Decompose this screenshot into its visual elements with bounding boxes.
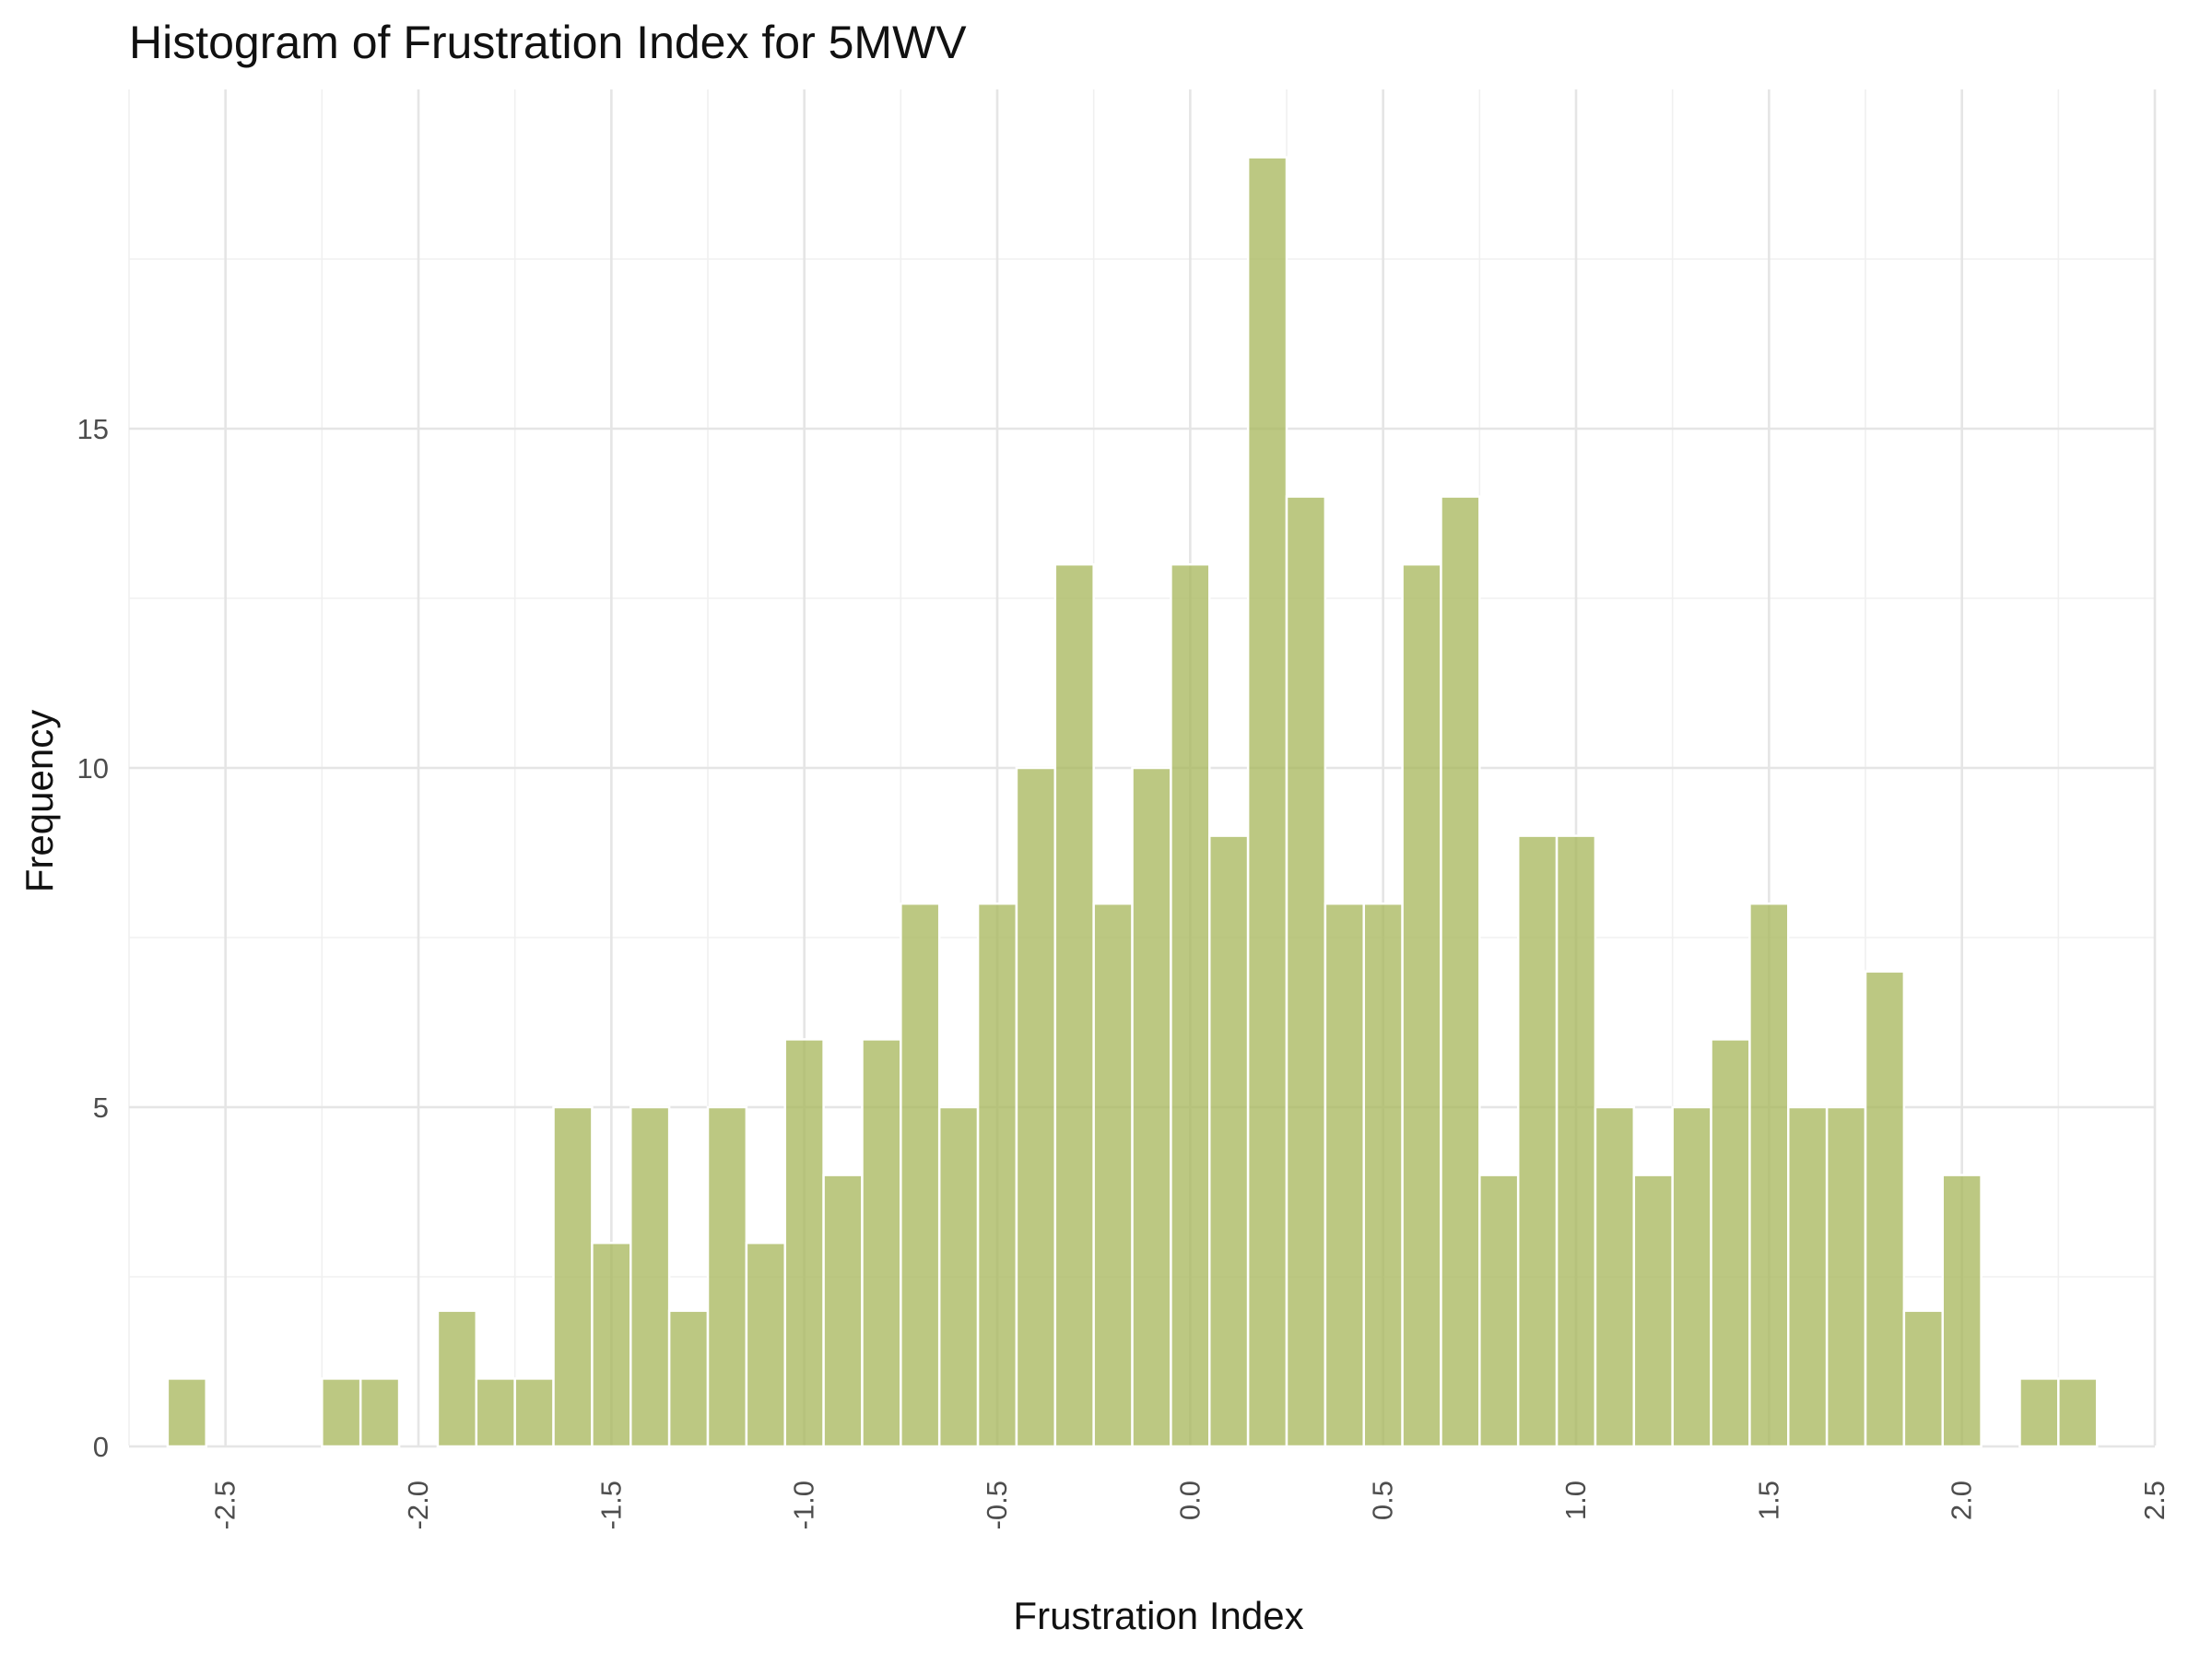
histogram-bar [1671, 1105, 1712, 1448]
histogram-bar [1362, 902, 1404, 1448]
histogram-bar [706, 1105, 748, 1448]
histogram-bar [629, 1105, 671, 1448]
histogram-bar [861, 1038, 902, 1448]
y-tick-label: 15 [77, 413, 109, 445]
histogram-bar [1401, 562, 1442, 1448]
bar-layer [166, 156, 2099, 1448]
histogram-bar [976, 902, 1018, 1448]
histogram-bar [1208, 834, 1250, 1448]
histogram-bar [436, 1309, 478, 1448]
chart-title: Histogram of Frustration Index for 5MWV [129, 17, 967, 68]
histogram-bar [1594, 1105, 1636, 1448]
histogram-bar [475, 1377, 516, 1448]
histogram-bar [1015, 766, 1057, 1448]
histogram-bar [1710, 1038, 1751, 1448]
histogram-bar [783, 1038, 825, 1448]
tick-layer: -2.5 -2.0 -1.5 -1.0 -0.5 0.0 0.5 1.0 1.5 2.0 2.5 0 5… [77, 413, 2171, 1529]
histogram-bar [1825, 1105, 1867, 1448]
histogram-bar [1246, 156, 1288, 1448]
histogram-bar [1053, 562, 1095, 1448]
histogram-bar [900, 902, 941, 1448]
histogram-bar [2018, 1377, 2060, 1448]
histogram-bar [166, 1377, 207, 1448]
histogram-bar [822, 1174, 864, 1448]
histogram-bar [1324, 902, 1365, 1448]
histogram-bar [667, 1309, 710, 1448]
y-tick-label: 5 [93, 1092, 109, 1124]
histogram-bar [1092, 902, 1134, 1448]
histogram-bar [1285, 495, 1327, 1448]
histogram-bar [937, 1105, 980, 1448]
x-axis-title: Frustration Index [1013, 1594, 1303, 1637]
histogram-bar [1555, 834, 1597, 1448]
histogram-bar [1787, 1105, 1829, 1448]
histogram-bar [1941, 1174, 1983, 1448]
histogram-bar [359, 1377, 401, 1448]
x-tick-label: 1.0 [1559, 1481, 1592, 1520]
x-tick-label: 0.0 [1173, 1481, 1206, 1520]
histogram-bar [552, 1105, 594, 1448]
histogram-bar [745, 1241, 786, 1448]
histogram-bar [591, 1241, 632, 1448]
histogram-bar [1440, 495, 1481, 1448]
y-tick-label: 10 [77, 752, 109, 785]
y-axis-title: Frequency [18, 710, 61, 892]
x-tick-label: 0.5 [1367, 1481, 1399, 1520]
histogram-bar [1864, 970, 1906, 1448]
histogram-bar [1170, 562, 1211, 1448]
x-tick-label: -1.0 [788, 1481, 820, 1529]
y-tick-label: 0 [93, 1431, 109, 1463]
histogram-bar [1131, 766, 1172, 1448]
histogram-bar [1478, 1174, 1520, 1448]
x-tick-label: 2.0 [1946, 1481, 1978, 1520]
histogram-bar [321, 1377, 362, 1448]
x-tick-label: -2.5 [209, 1481, 241, 1529]
histogram-bar [1748, 902, 1790, 1448]
histogram-bar [2057, 1377, 2099, 1448]
x-tick-label: -1.5 [594, 1481, 627, 1529]
x-tick-label: -0.5 [981, 1481, 1013, 1529]
x-tick-label: -2.0 [402, 1481, 434, 1529]
histogram-bar [513, 1377, 555, 1448]
histogram-bar [1902, 1309, 1944, 1448]
histogram-bar [1516, 834, 1559, 1448]
histogram-bar [1632, 1174, 1674, 1448]
x-tick-label: 2.5 [2138, 1481, 2171, 1520]
x-tick-label: 1.5 [1752, 1481, 1784, 1520]
